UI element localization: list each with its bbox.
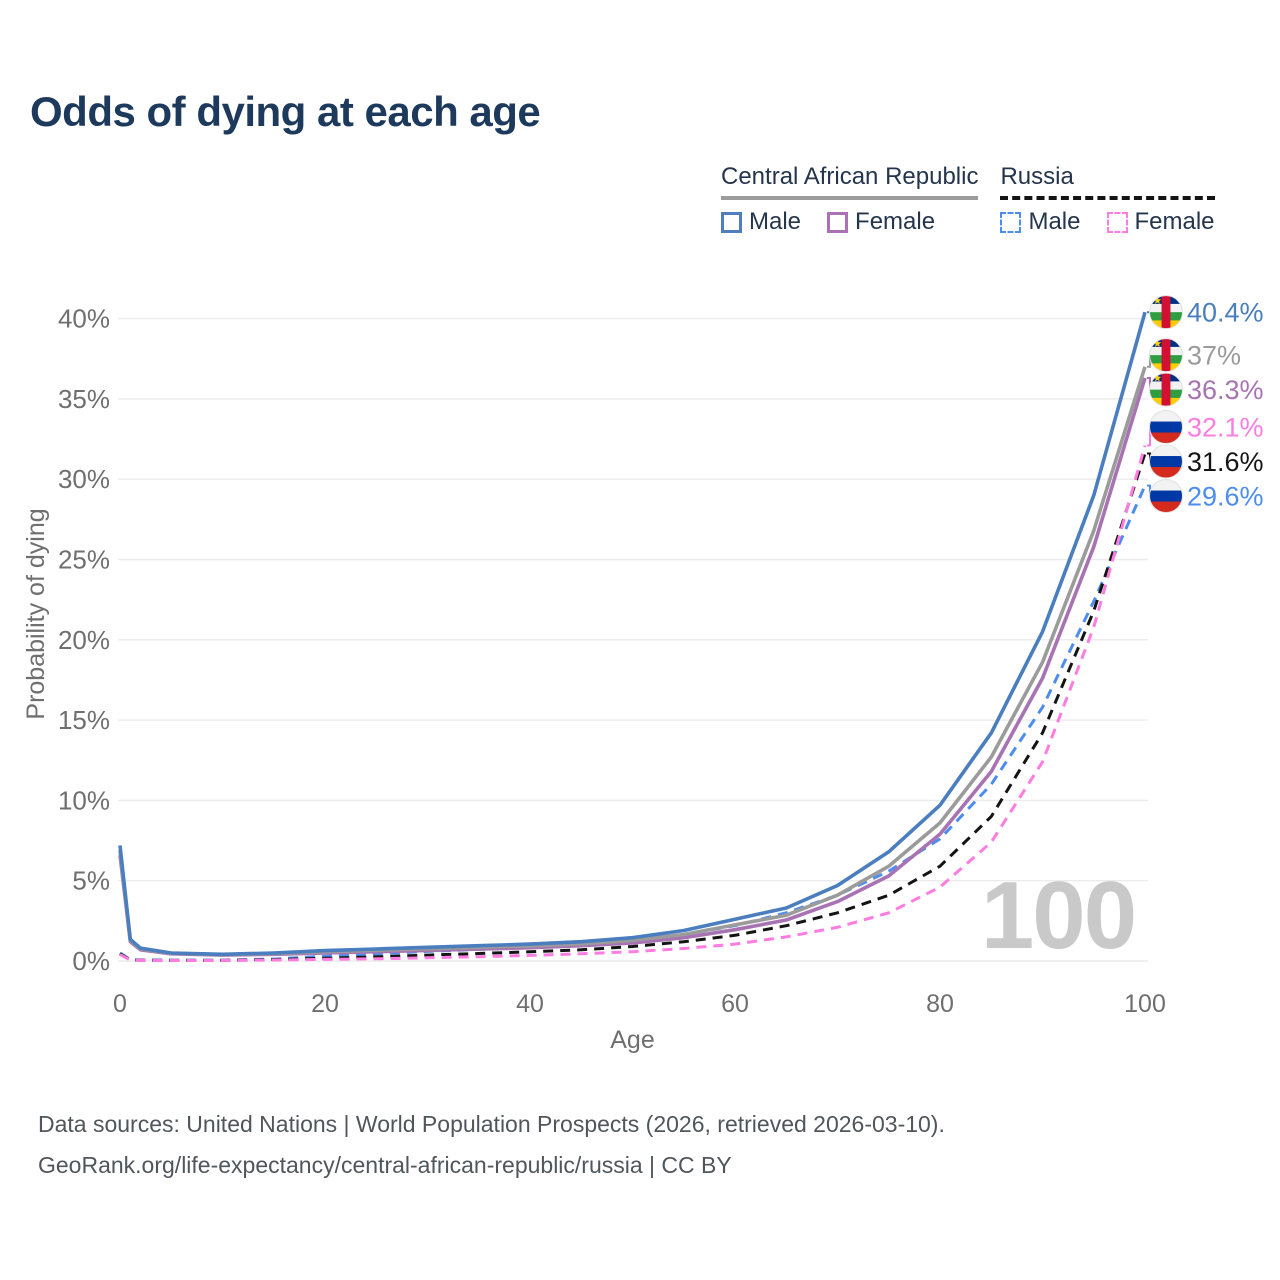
legend-item-russia-male[interactable]: Male — [1000, 208, 1081, 236]
x-axis-title: Age — [610, 1026, 654, 1054]
series-line-russia-female — [119, 445, 1147, 962]
car-female-swatch-icon — [827, 211, 849, 233]
legend-group-title-car: Central African Republic — [721, 162, 979, 200]
y-tick-label: 10% — [58, 785, 110, 815]
y-tick-label: 5% — [72, 866, 110, 896]
flag-ring — [1149, 410, 1183, 445]
end-value-label-car-male: 40.4% — [1187, 298, 1264, 328]
y-tick-label: 35% — [58, 384, 110, 414]
y-tick-label: 20% — [58, 625, 110, 655]
footer-attribution: GeoRank.org/life-expectancy/central-afri… — [38, 1152, 732, 1178]
end-value-label-russia-male: 29.6% — [1187, 482, 1264, 512]
footer: Data sources: United Nations | World Pop… — [38, 1104, 945, 1186]
central-african-republic-flag-icon — [1149, 373, 1183, 407]
russia-female-swatch-icon — [1106, 211, 1128, 233]
russia-flag-icon — [1149, 410, 1183, 444]
y-axis-title: Probability of dying — [22, 508, 50, 719]
series-line-car-male — [118, 311, 1147, 957]
flag-ring — [1149, 479, 1183, 514]
legend-item-label: Male — [1028, 208, 1081, 235]
legend-items-car: Male Female — [721, 208, 978, 236]
y-tick-label: 15% — [58, 705, 110, 735]
car-male-swatch-icon — [721, 211, 742, 233]
x-tick-label: 60 — [721, 990, 749, 1018]
legend-item-car-male[interactable]: Male — [721, 208, 801, 236]
page-title: Odds of dying at each age — [30, 88, 541, 135]
russia-flag-icon — [1149, 479, 1183, 513]
end-value-label-car-both: 37% — [1187, 341, 1241, 371]
russia-male-swatch-icon — [1000, 211, 1022, 233]
end-value-label-car-female: 36.3% — [1187, 375, 1264, 405]
legend-group-central-african-republic: Central African Republic Male Female — [721, 162, 979, 236]
legend-items-russia: Male Female — [1000, 208, 1215, 236]
central-african-republic-flag-icon — [1149, 295, 1183, 329]
x-tick-label: 20 — [311, 990, 339, 1018]
flag-ring — [1149, 444, 1183, 479]
legend-item-car-female[interactable]: Female — [827, 208, 935, 236]
legend-group-title-russia: Russia — [1000, 162, 1215, 200]
x-tick-label: 100 — [1124, 990, 1166, 1018]
legend-item-russia-female[interactable]: Female — [1106, 208, 1215, 236]
footer-data-sources: Data sources: United Nations | World Pop… — [38, 1111, 945, 1137]
flag-ring — [1149, 295, 1183, 330]
x-tick-label: 40 — [516, 990, 544, 1018]
y-tick-label: 25% — [58, 545, 110, 575]
y-tick-label: 30% — [58, 464, 110, 494]
x-tick-label: 80 — [926, 990, 954, 1018]
central-african-republic-flag-icon — [1149, 338, 1183, 372]
legend: Central African Republic Male Female Rus… — [721, 162, 1215, 236]
legend-item-label: Female — [1134, 208, 1215, 235]
russia-flag-icon — [1149, 445, 1183, 479]
flag-ring — [1149, 372, 1183, 407]
end-value-label-russia-female: 32.1% — [1187, 413, 1264, 443]
legend-item-label: Male — [749, 208, 802, 235]
watermark: 100 — [981, 862, 1135, 969]
legend-group-russia: Russia Male Female — [1000, 162, 1215, 236]
x-tick-label: 0 — [113, 990, 127, 1018]
y-tick-label: 0% — [72, 946, 110, 976]
end-value-label-russia-both: 31.6% — [1187, 447, 1264, 477]
y-tick-label: 40% — [58, 304, 110, 334]
flag-ring — [1149, 338, 1183, 373]
legend-item-label: Female — [855, 208, 936, 235]
